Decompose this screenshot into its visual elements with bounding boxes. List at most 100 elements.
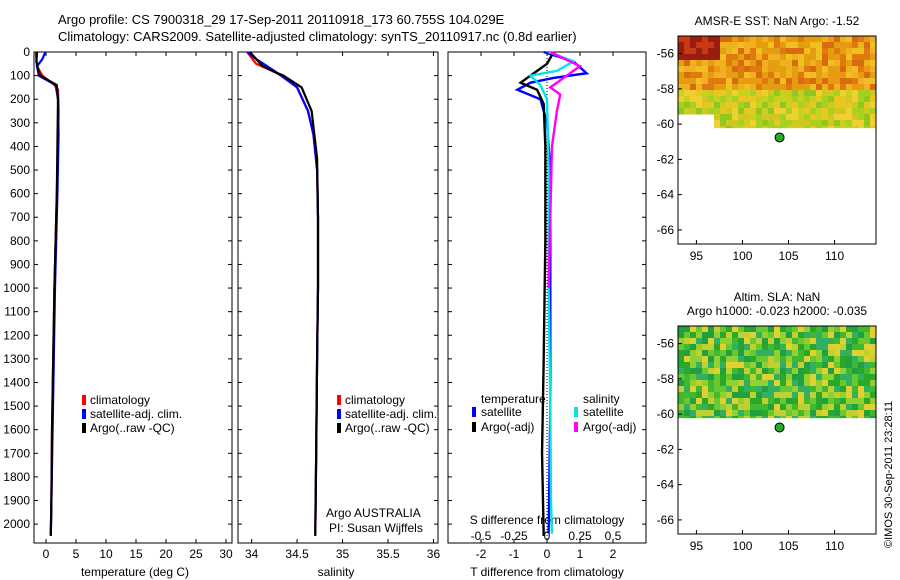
map-cell: [834, 410, 841, 417]
map-cell: [726, 362, 733, 369]
map-cell: [750, 126, 757, 129]
map-cell: [834, 404, 841, 411]
map-cell: [708, 404, 715, 411]
map-cell: [804, 344, 811, 351]
map-cell: [684, 350, 691, 357]
map-cell: [858, 338, 865, 345]
map-cell: [798, 48, 805, 55]
map-cell: [870, 72, 877, 79]
map-cell: [780, 380, 787, 387]
map-cell: [840, 72, 847, 79]
map-cell: [732, 36, 739, 43]
map-cell: [714, 332, 721, 339]
map-cell: [678, 392, 685, 399]
map-cell: [774, 386, 781, 393]
map-cell: [726, 368, 733, 375]
map-cell: [756, 66, 763, 73]
map-cell: [738, 398, 745, 405]
map-cell: [714, 392, 721, 399]
map-data-cells: [678, 326, 877, 419]
map-cell: [738, 326, 745, 333]
map-cell: [798, 362, 805, 369]
map-cell: [738, 66, 745, 73]
map-cell: [834, 90, 841, 97]
map-cell: [744, 398, 751, 405]
map-cell: [840, 392, 847, 399]
legend-swatch: [472, 422, 476, 432]
map-cell: [786, 48, 793, 55]
map-cell: [744, 42, 751, 49]
series-line-2: [248, 51, 320, 536]
map-cell: [726, 48, 733, 55]
map-cell: [684, 356, 691, 363]
series-line-3: [547, 50, 583, 289]
map-cell: [822, 392, 829, 399]
x-tick-label: 34: [245, 547, 259, 561]
map-cell: [864, 96, 871, 103]
map-cell: [810, 350, 817, 357]
map-cell: [870, 114, 877, 121]
map-cell: [714, 368, 721, 375]
map-cell: [708, 350, 715, 357]
map-cell: [852, 120, 859, 127]
s-tick-label: 0: [544, 529, 551, 543]
map-cell: [732, 66, 739, 73]
map-cell: [786, 410, 793, 417]
map-cell: [678, 368, 685, 375]
map-cell: [852, 102, 859, 109]
map-cell: [690, 54, 697, 61]
map-cell: [756, 380, 763, 387]
map-cell: [864, 326, 871, 333]
map-cell: [858, 326, 865, 333]
map-cell: [690, 386, 697, 393]
map-cell: [678, 96, 685, 103]
map-cell: [732, 126, 739, 129]
y-tick-label: -62: [657, 152, 675, 166]
map-cell: [744, 126, 751, 129]
map-cell: [870, 78, 877, 85]
map-cell: [762, 392, 769, 399]
map-cell: [846, 126, 853, 129]
x-tick-label: -2: [476, 547, 487, 561]
map-cell: [732, 60, 739, 67]
map-cell: [762, 338, 769, 345]
map-cell: [858, 42, 865, 49]
map-cell: [690, 350, 697, 357]
map-cell: [864, 332, 871, 339]
map-cell: [744, 332, 751, 339]
map-cell: [780, 36, 787, 43]
map-cell: [732, 326, 739, 333]
map-cell: [762, 368, 769, 375]
map-cell: [738, 54, 745, 61]
map-cell: [804, 368, 811, 375]
map-cell: [846, 344, 853, 351]
map-cell: [678, 326, 685, 333]
map-cell: [828, 60, 835, 67]
map-cell: [864, 84, 871, 91]
map-cell: [696, 326, 703, 333]
map-cell: [696, 344, 703, 351]
map-cell: [846, 120, 853, 127]
map-cell: [714, 326, 721, 333]
map-cell: [870, 356, 877, 363]
map-cell: [702, 36, 709, 43]
map-cell: [792, 84, 799, 91]
map-cell: [810, 338, 817, 345]
map-cell: [684, 332, 691, 339]
map-cell: [738, 368, 745, 375]
map-cell: [690, 392, 697, 399]
map-cell: [786, 126, 793, 129]
map-cell: [720, 126, 727, 129]
map-cell: [840, 60, 847, 67]
map-cell: [714, 48, 721, 55]
map-cell: [852, 60, 859, 67]
map-cell: [816, 72, 823, 79]
map-cell: [774, 108, 781, 115]
map-cell: [846, 102, 853, 109]
map-cell: [702, 60, 709, 67]
series-line-2: [527, 50, 577, 534]
map-cell: [810, 84, 817, 91]
map-cell: [780, 90, 787, 97]
map-cell: [768, 386, 775, 393]
map-cell: [684, 344, 691, 351]
